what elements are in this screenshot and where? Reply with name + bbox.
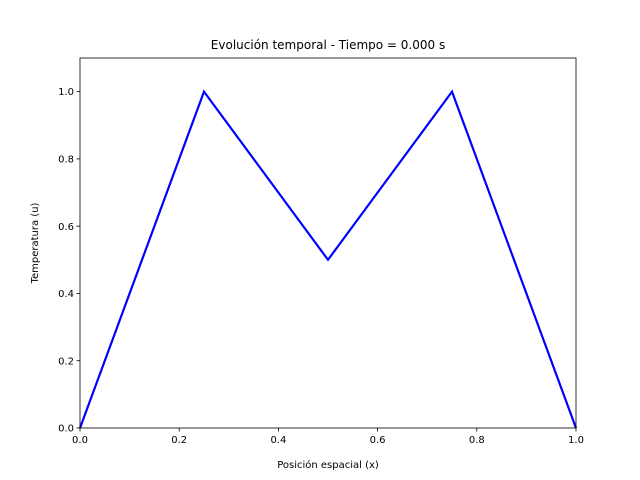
- x-axis-label: Posición espacial (x): [277, 459, 379, 471]
- y-tick-label: 0.4: [58, 289, 74, 300]
- x-tick-label: 1.0: [568, 435, 584, 446]
- chart-title: Evolución temporal - Tiempo = 0.000 s: [211, 38, 445, 52]
- x-tick-label: 0.2: [171, 435, 187, 446]
- plot-frame: [79, 57, 577, 429]
- x-tick-label: 0.8: [469, 435, 485, 446]
- y-tick-label: 0.2: [58, 356, 74, 367]
- y-axis-label: Temperatura (u): [30, 202, 41, 284]
- y-tick-label: 0.0: [58, 424, 74, 435]
- x-tick-label: 0.4: [270, 435, 286, 446]
- x-tick-label: 0.0: [72, 435, 88, 446]
- y-tick-label: 1.0: [58, 87, 74, 98]
- y-tick-label: 0.8: [58, 155, 74, 166]
- series-line-0: [78, 89, 578, 429]
- x-tick-label: 0.6: [370, 435, 386, 446]
- y-tick-label: 0.6: [58, 222, 74, 233]
